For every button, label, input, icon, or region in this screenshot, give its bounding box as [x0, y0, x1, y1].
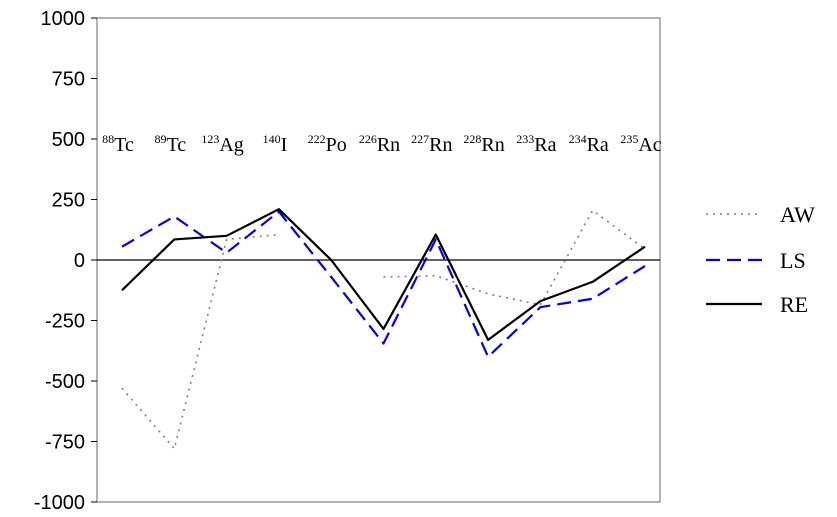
- category-label: 233Ra: [516, 132, 556, 156]
- series-line-aw: [383, 209, 646, 306]
- category-label: 227Rn: [411, 132, 452, 156]
- y-tick-label: -1000: [34, 492, 85, 514]
- series-line-ls: [121, 210, 646, 358]
- category-label: 140I: [263, 132, 288, 156]
- y-tick-label: -500: [45, 371, 85, 393]
- legend-label-ls: LS: [780, 248, 806, 273]
- y-tick-label: 1000: [41, 8, 86, 30]
- plot-area: 1000 750 500 250 0 -250 -500 -750 -1000 88Tc 89Tc 1…: [34, 8, 662, 514]
- y-tick-label: -250: [45, 311, 85, 333]
- legend-label-aw: AW: [780, 202, 815, 227]
- y-tick-label: 750: [52, 69, 85, 91]
- y-tick-label: -750: [45, 432, 85, 454]
- category-label: 235Ac: [620, 132, 661, 156]
- category-label: 123Ag: [201, 132, 243, 156]
- y-tick-label: 250: [52, 190, 85, 212]
- legend: AW LS RE: [706, 202, 815, 317]
- category-label: 228Rn: [463, 132, 504, 156]
- legend-label-re: RE: [780, 292, 808, 317]
- category-label: 226Rn: [359, 132, 400, 156]
- y-tick-label: 0: [74, 250, 85, 272]
- series-line-re: [121, 208, 646, 341]
- category-label: 88Tc: [102, 132, 134, 156]
- category-label: 222Po: [308, 132, 347, 156]
- category-label: 234Ra: [569, 132, 609, 156]
- category-label: 89Tc: [154, 132, 186, 156]
- y-tick-label: 500: [52, 129, 85, 151]
